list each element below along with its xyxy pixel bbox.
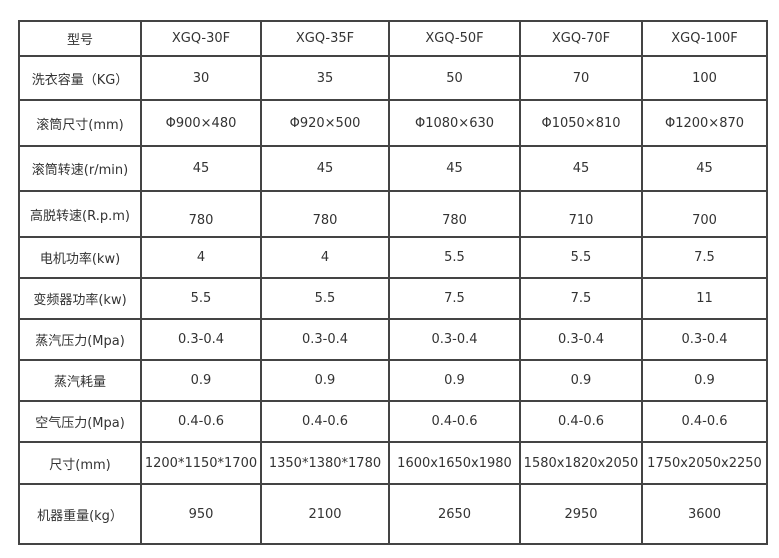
table-cell: 3600 — [641, 483, 768, 545]
table-cell: 0.9 — [140, 359, 262, 402]
table-cell: Φ1200×870 — [641, 99, 768, 147]
table-cell: 0.4-0.6 — [388, 400, 521, 443]
table-cell: 4 — [260, 236, 390, 279]
table-cell: 0.3-0.4 — [519, 318, 643, 361]
table-cell: 0.3-0.4 — [388, 318, 521, 361]
row-label: 蒸汽压力(Mpa) — [18, 318, 142, 361]
row-label: 滚筒尺寸(mm) — [18, 99, 142, 147]
row-label: 滚筒转速(r/min) — [18, 145, 142, 192]
row-label: 型号 — [18, 20, 142, 57]
table-cell: 45 — [140, 145, 262, 192]
table-row: 滚筒转速(r/min) 45 45 45 45 45 — [18, 145, 768, 192]
table-cell: XGQ-35F — [260, 20, 390, 57]
table-cell: 1580x1820x2050 — [519, 441, 643, 485]
table-cell: 0.4-0.6 — [140, 400, 262, 443]
table-cell: 710 — [519, 190, 643, 238]
row-label: 洗衣容量（KG） — [18, 55, 142, 101]
table-cell: 0.4-0.6 — [641, 400, 768, 443]
table-row: 空气压力(Mpa) 0.4-0.6 0.4-0.6 0.4-0.6 0.4-0.6 0.4… — [18, 400, 768, 443]
table-cell: 7.5 — [388, 277, 521, 320]
table-cell: 1200*1150*1700 — [140, 441, 262, 485]
table-cell: 0.3-0.4 — [260, 318, 390, 361]
table-cell: 4 — [140, 236, 262, 279]
table-cell: XGQ-70F — [519, 20, 643, 57]
table-cell: 0.4-0.6 — [519, 400, 643, 443]
row-label: 电机功率(kw) — [18, 236, 142, 279]
table-cell: 0.3-0.4 — [140, 318, 262, 361]
table-cell: Φ1050×810 — [519, 99, 643, 147]
row-label: 高脱转速(R.p.m) — [18, 190, 142, 238]
table-row: 蒸汽压力(Mpa) 0.3-0.4 0.3-0.4 0.3-0.4 0.3-0.4 0.3… — [18, 318, 768, 361]
table-cell: XGQ-50F — [388, 20, 521, 57]
table-cell: 700 — [641, 190, 768, 238]
table-cell: 1750x2050x2250 — [641, 441, 768, 485]
table-cell: 0.3-0.4 — [641, 318, 768, 361]
table-cell: 30 — [140, 55, 262, 101]
table-cell: 2650 — [388, 483, 521, 545]
table-cell: 7.5 — [519, 277, 643, 320]
table-cell: 45 — [260, 145, 390, 192]
table-cell: 11 — [641, 277, 768, 320]
table-cell: 0.9 — [641, 359, 768, 402]
table-cell: 0.9 — [260, 359, 390, 402]
table-cell: 0.9 — [519, 359, 643, 402]
table-cell: 7.5 — [641, 236, 768, 279]
table-cell: XGQ-30F — [140, 20, 262, 57]
table-cell: Φ1080×630 — [388, 99, 521, 147]
row-label: 机器重量(kg） — [18, 483, 142, 545]
spec-table: 型号 XGQ-30F XGQ-35F XGQ-50F XGQ-70F XGQ-100F 洗衣… — [18, 20, 768, 545]
table-cell: Φ920×500 — [260, 99, 390, 147]
table-cell: Φ900×480 — [140, 99, 262, 147]
table-cell: 45 — [519, 145, 643, 192]
table-row: 高脱转速(R.p.m) 780 780 780 710 700 — [18, 190, 768, 238]
table-cell: 5.5 — [260, 277, 390, 320]
table-row: 机器重量(kg） 950 2100 2650 2950 3600 — [18, 483, 768, 545]
table-cell: 1350*1380*1780 — [260, 441, 390, 485]
table-row: 滚筒尺寸(mm) Φ900×480 Φ920×500 Φ1080×630 Φ1050×8… — [18, 99, 768, 147]
table-cell: 0.9 — [388, 359, 521, 402]
table-cell: 2950 — [519, 483, 643, 545]
table-cell: 950 — [140, 483, 262, 545]
table-cell: XGQ-100F — [641, 20, 768, 57]
table-cell: 780 — [260, 190, 390, 238]
row-label: 尺寸(mm) — [18, 441, 142, 485]
table-row: 电机功率(kw) 4 4 5.5 5.5 7.5 — [18, 236, 768, 279]
row-label: 蒸汽耗量 — [18, 359, 142, 402]
table-cell: 100 — [641, 55, 768, 101]
table-row: 尺寸(mm) 1200*1150*1700 1350*1380*1780 1600x1… — [18, 441, 768, 485]
row-label: 空气压力(Mpa) — [18, 400, 142, 443]
table-cell: 5.5 — [519, 236, 643, 279]
table-cell: 50 — [388, 55, 521, 101]
table-cell: 1600x1650x1980 — [388, 441, 521, 485]
table-row: 变频器功率(kw) 5.5 5.5 7.5 7.5 11 — [18, 277, 768, 320]
table-cell: 45 — [641, 145, 768, 192]
table-cell: 35 — [260, 55, 390, 101]
table-cell: 780 — [388, 190, 521, 238]
table-cell: 0.4-0.6 — [260, 400, 390, 443]
header-row: 型号 XGQ-30F XGQ-35F XGQ-50F XGQ-70F XGQ-100F — [18, 20, 768, 57]
table-cell: 5.5 — [388, 236, 521, 279]
table-cell: 70 — [519, 55, 643, 101]
row-label: 变频器功率(kw) — [18, 277, 142, 320]
table-row: 蒸汽耗量 0.9 0.9 0.9 0.9 0.9 — [18, 359, 768, 402]
table-cell: 5.5 — [140, 277, 262, 320]
table-cell: 780 — [140, 190, 262, 238]
table-cell: 45 — [388, 145, 521, 192]
table-cell: 2100 — [260, 483, 390, 545]
table-row: 洗衣容量（KG） 30 35 50 70 100 — [18, 55, 768, 101]
